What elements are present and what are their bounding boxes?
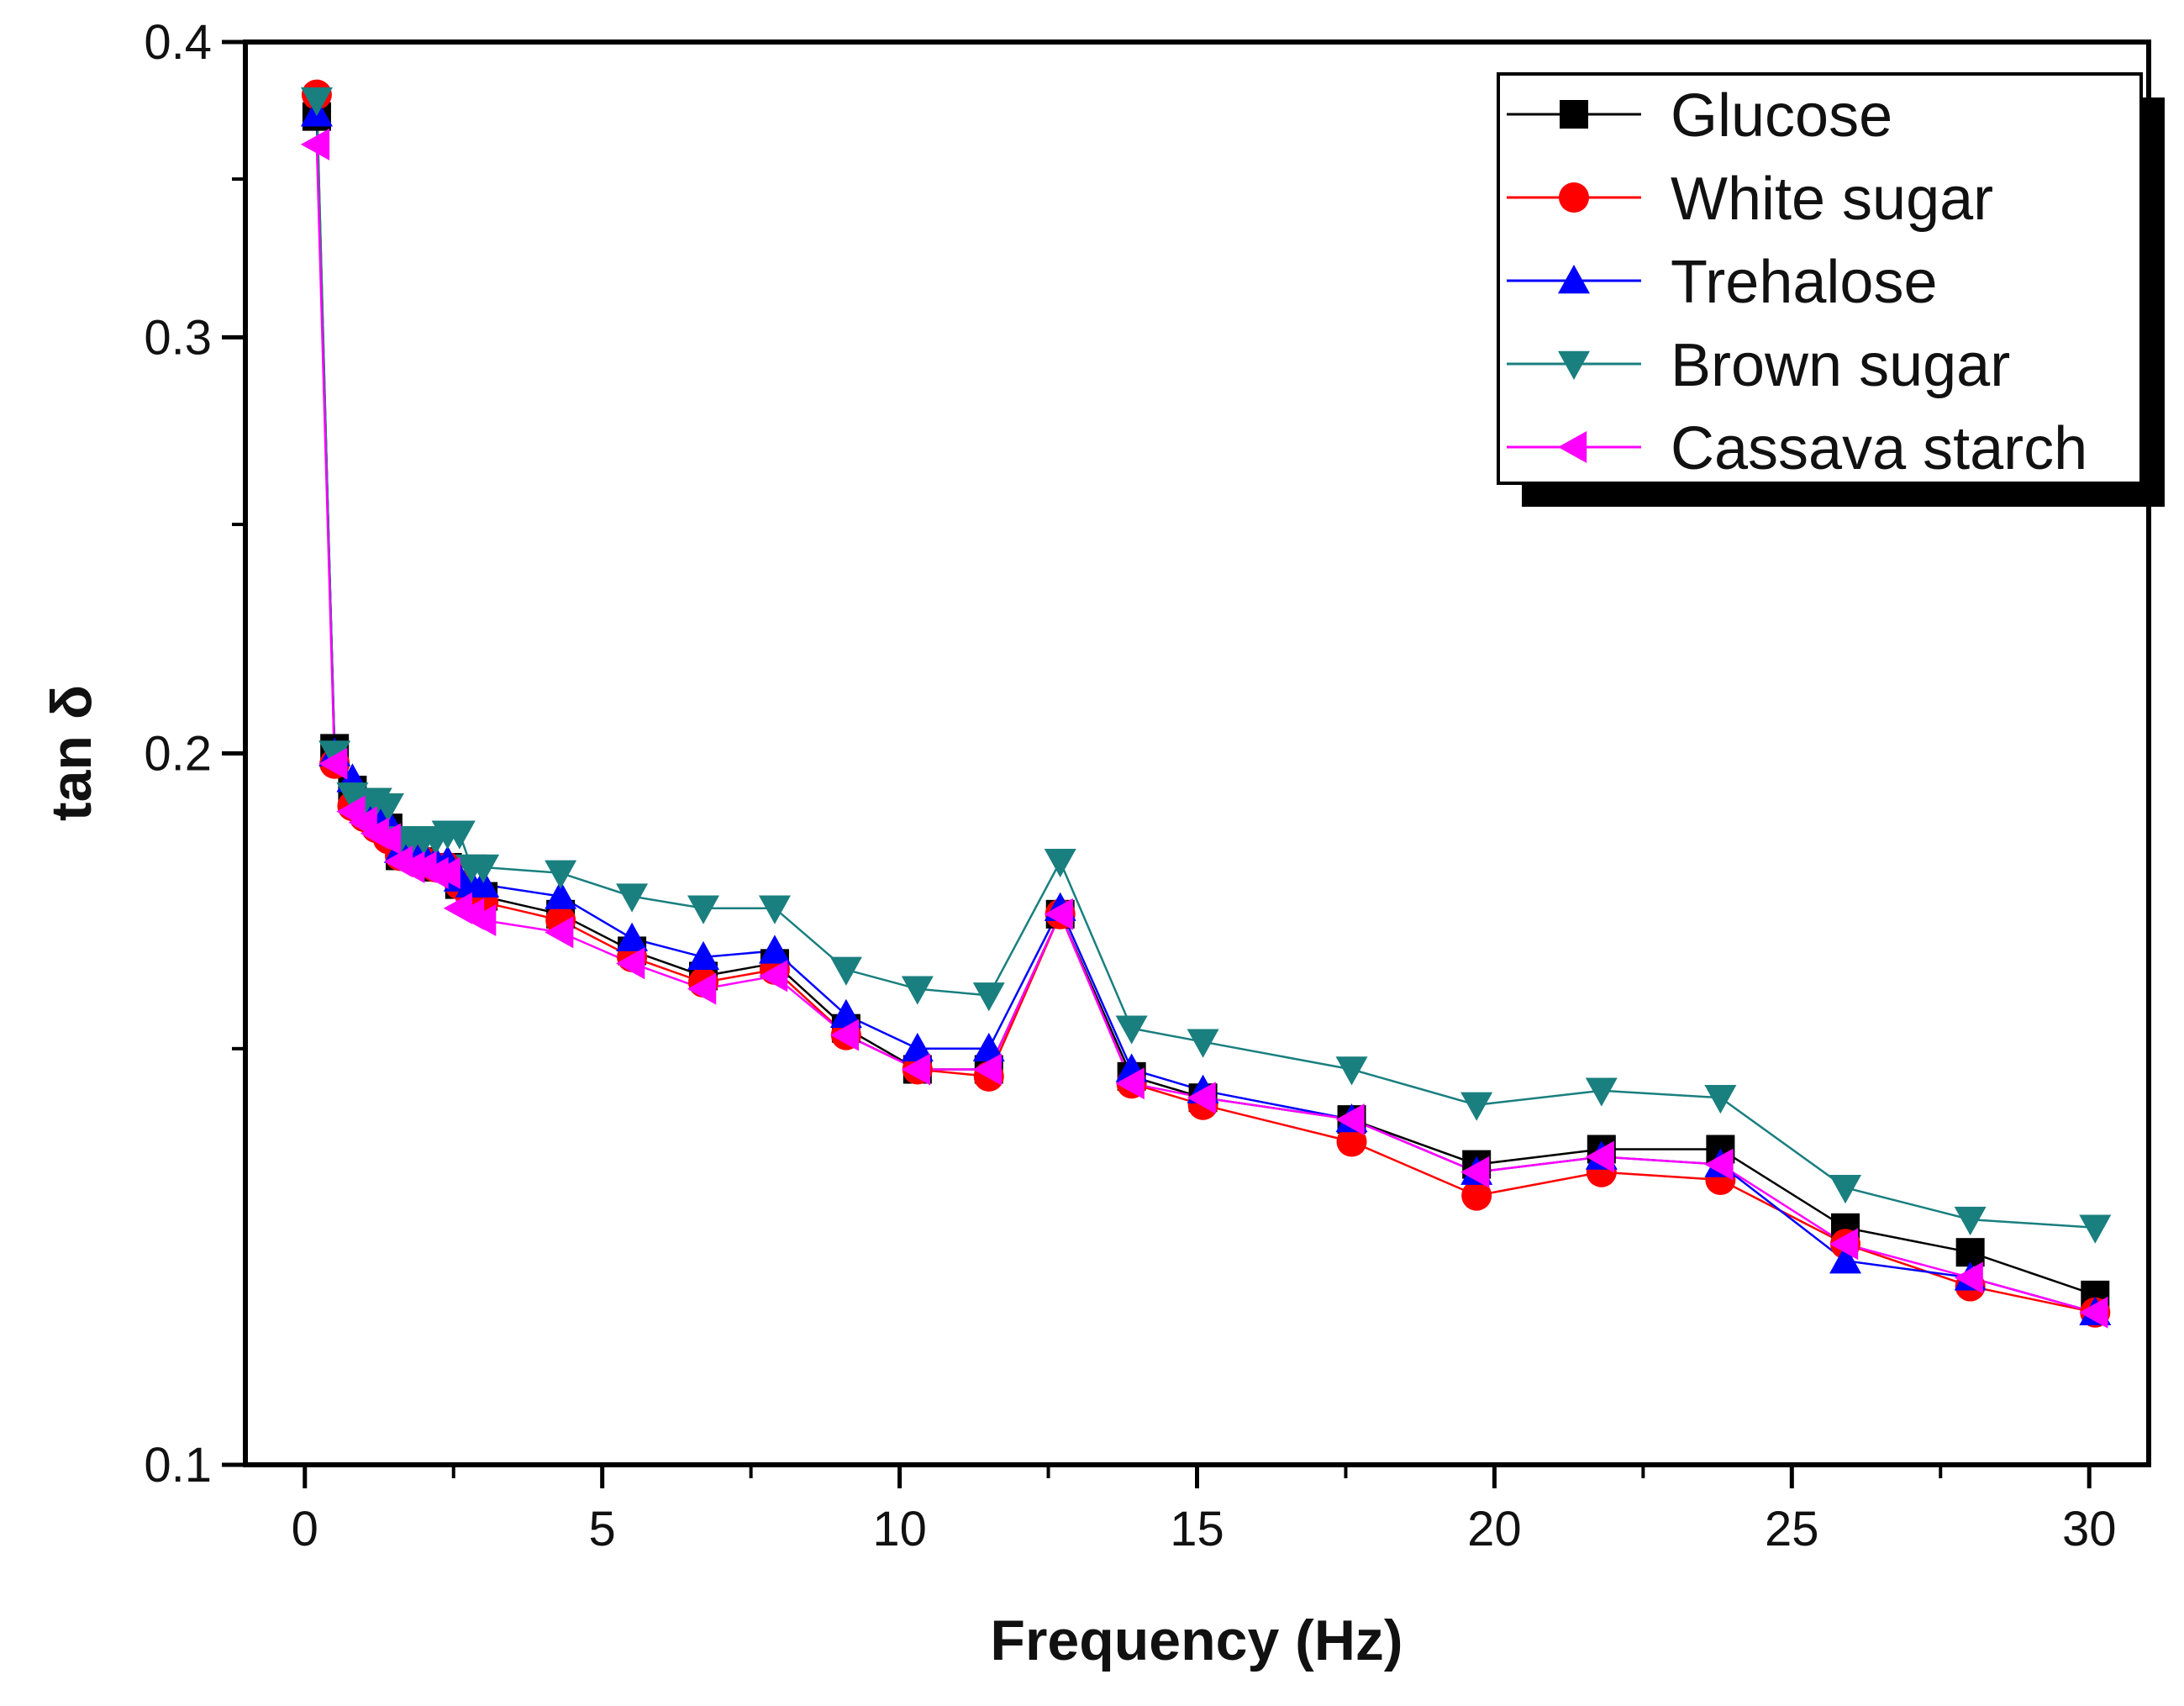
data-point bbox=[616, 922, 649, 951]
legend: Glucose White sugar Trehalose Brown sugar Ca… bbox=[1497, 72, 2165, 507]
legend-marker bbox=[1558, 350, 1590, 380]
data-point bbox=[1336, 1126, 1367, 1157]
data-point bbox=[300, 87, 333, 117]
legend-marker bbox=[1559, 182, 1589, 213]
data-point bbox=[1044, 848, 1076, 878]
data-point bbox=[1585, 1140, 1615, 1173]
x-tick-label: 10 bbox=[872, 1502, 927, 1556]
data-point bbox=[972, 982, 1005, 1012]
data-point bbox=[1585, 1077, 1618, 1107]
data-point bbox=[972, 1032, 1005, 1062]
data-point bbox=[371, 823, 402, 856]
data-point bbox=[687, 895, 720, 924]
data-point bbox=[616, 947, 645, 980]
data-point bbox=[300, 128, 330, 161]
data-point bbox=[1704, 1148, 1734, 1181]
legend-label: Glucose bbox=[1671, 82, 1892, 150]
data-point bbox=[371, 792, 404, 823]
data-point bbox=[467, 854, 500, 883]
data-point bbox=[545, 916, 574, 949]
data-point bbox=[1829, 1228, 1859, 1261]
data-point bbox=[1460, 1156, 1490, 1188]
x-tick-label: 20 bbox=[1467, 1502, 1522, 1556]
series-markers-cassava-starch bbox=[300, 128, 2108, 1329]
data-point bbox=[687, 940, 720, 971]
legend-item: Glucose bbox=[1507, 82, 1892, 150]
data-point bbox=[318, 747, 348, 780]
x-tick-label: 15 bbox=[1170, 1502, 1224, 1556]
data-point bbox=[1954, 1206, 1987, 1236]
x-tick-label: 25 bbox=[1765, 1502, 1819, 1556]
y-tick-label: 0.4 bbox=[144, 15, 212, 70]
legend-item: Brown sugar bbox=[1507, 332, 2010, 399]
data-point bbox=[829, 956, 862, 986]
y-tick-label: 0.2 bbox=[144, 727, 212, 782]
data-point bbox=[1954, 1261, 1983, 1294]
data-point bbox=[1829, 1245, 1862, 1274]
y-axis-title: tan δ bbox=[39, 685, 103, 821]
data-point bbox=[443, 820, 476, 850]
data-point bbox=[901, 1053, 931, 1086]
data-point bbox=[829, 1019, 860, 1051]
y-tick-label: 0.3 bbox=[144, 310, 212, 365]
data-point bbox=[758, 895, 791, 924]
data-point bbox=[545, 880, 577, 909]
legend-label: Cassava starch bbox=[1671, 415, 2087, 482]
x-tick-label: 5 bbox=[589, 1502, 616, 1556]
legend-marker bbox=[1558, 265, 1590, 294]
legend-label: White sugar bbox=[1671, 166, 1993, 233]
data-point bbox=[1115, 1015, 1148, 1045]
legend-item: Trehalose bbox=[1507, 249, 1938, 316]
y-tick-label: 0.1 bbox=[144, 1438, 212, 1493]
data-point bbox=[1461, 1180, 1492, 1211]
series-layer bbox=[300, 79, 2112, 1329]
data-point bbox=[901, 1032, 934, 1062]
legend-box bbox=[1497, 72, 2143, 485]
legend-label: Trehalose bbox=[1671, 249, 1938, 316]
data-point bbox=[2079, 1296, 2108, 1329]
data-point bbox=[1335, 1056, 1368, 1086]
data-point bbox=[901, 976, 934, 1005]
data-point bbox=[829, 998, 862, 1028]
legend-label: Brown sugar bbox=[1671, 332, 2010, 399]
data-point bbox=[1044, 898, 1073, 930]
data-point bbox=[616, 883, 649, 913]
legend-marker bbox=[1560, 100, 1588, 129]
data-point bbox=[431, 856, 460, 889]
data-point bbox=[1460, 1092, 1493, 1121]
data-point bbox=[1187, 1082, 1216, 1114]
x-tick-label: 30 bbox=[2062, 1502, 2117, 1556]
axis-layer: 0 5 10 15 20 25 30 0.1 0.2 0.3 0.4 bbox=[144, 15, 2116, 1556]
data-point bbox=[2079, 1214, 2112, 1244]
legend-marker bbox=[1558, 431, 1587, 463]
data-point bbox=[1704, 1084, 1737, 1114]
data-point bbox=[545, 860, 577, 889]
data-point bbox=[1335, 1103, 1365, 1136]
x-tick-label: 0 bbox=[292, 1502, 318, 1556]
data-point bbox=[758, 935, 791, 964]
data-point bbox=[758, 960, 788, 993]
x-axis-title: Frequency (Hz) bbox=[990, 1609, 1402, 1672]
data-point bbox=[1115, 1067, 1145, 1100]
data-point bbox=[467, 903, 497, 936]
data-point bbox=[1829, 1175, 1862, 1204]
data-point bbox=[687, 972, 717, 1005]
data-point bbox=[972, 1053, 1002, 1086]
legend-item: Cassava starch bbox=[1507, 415, 2087, 482]
legend-item: White sugar bbox=[1507, 166, 1993, 233]
data-point bbox=[1187, 1029, 1219, 1058]
